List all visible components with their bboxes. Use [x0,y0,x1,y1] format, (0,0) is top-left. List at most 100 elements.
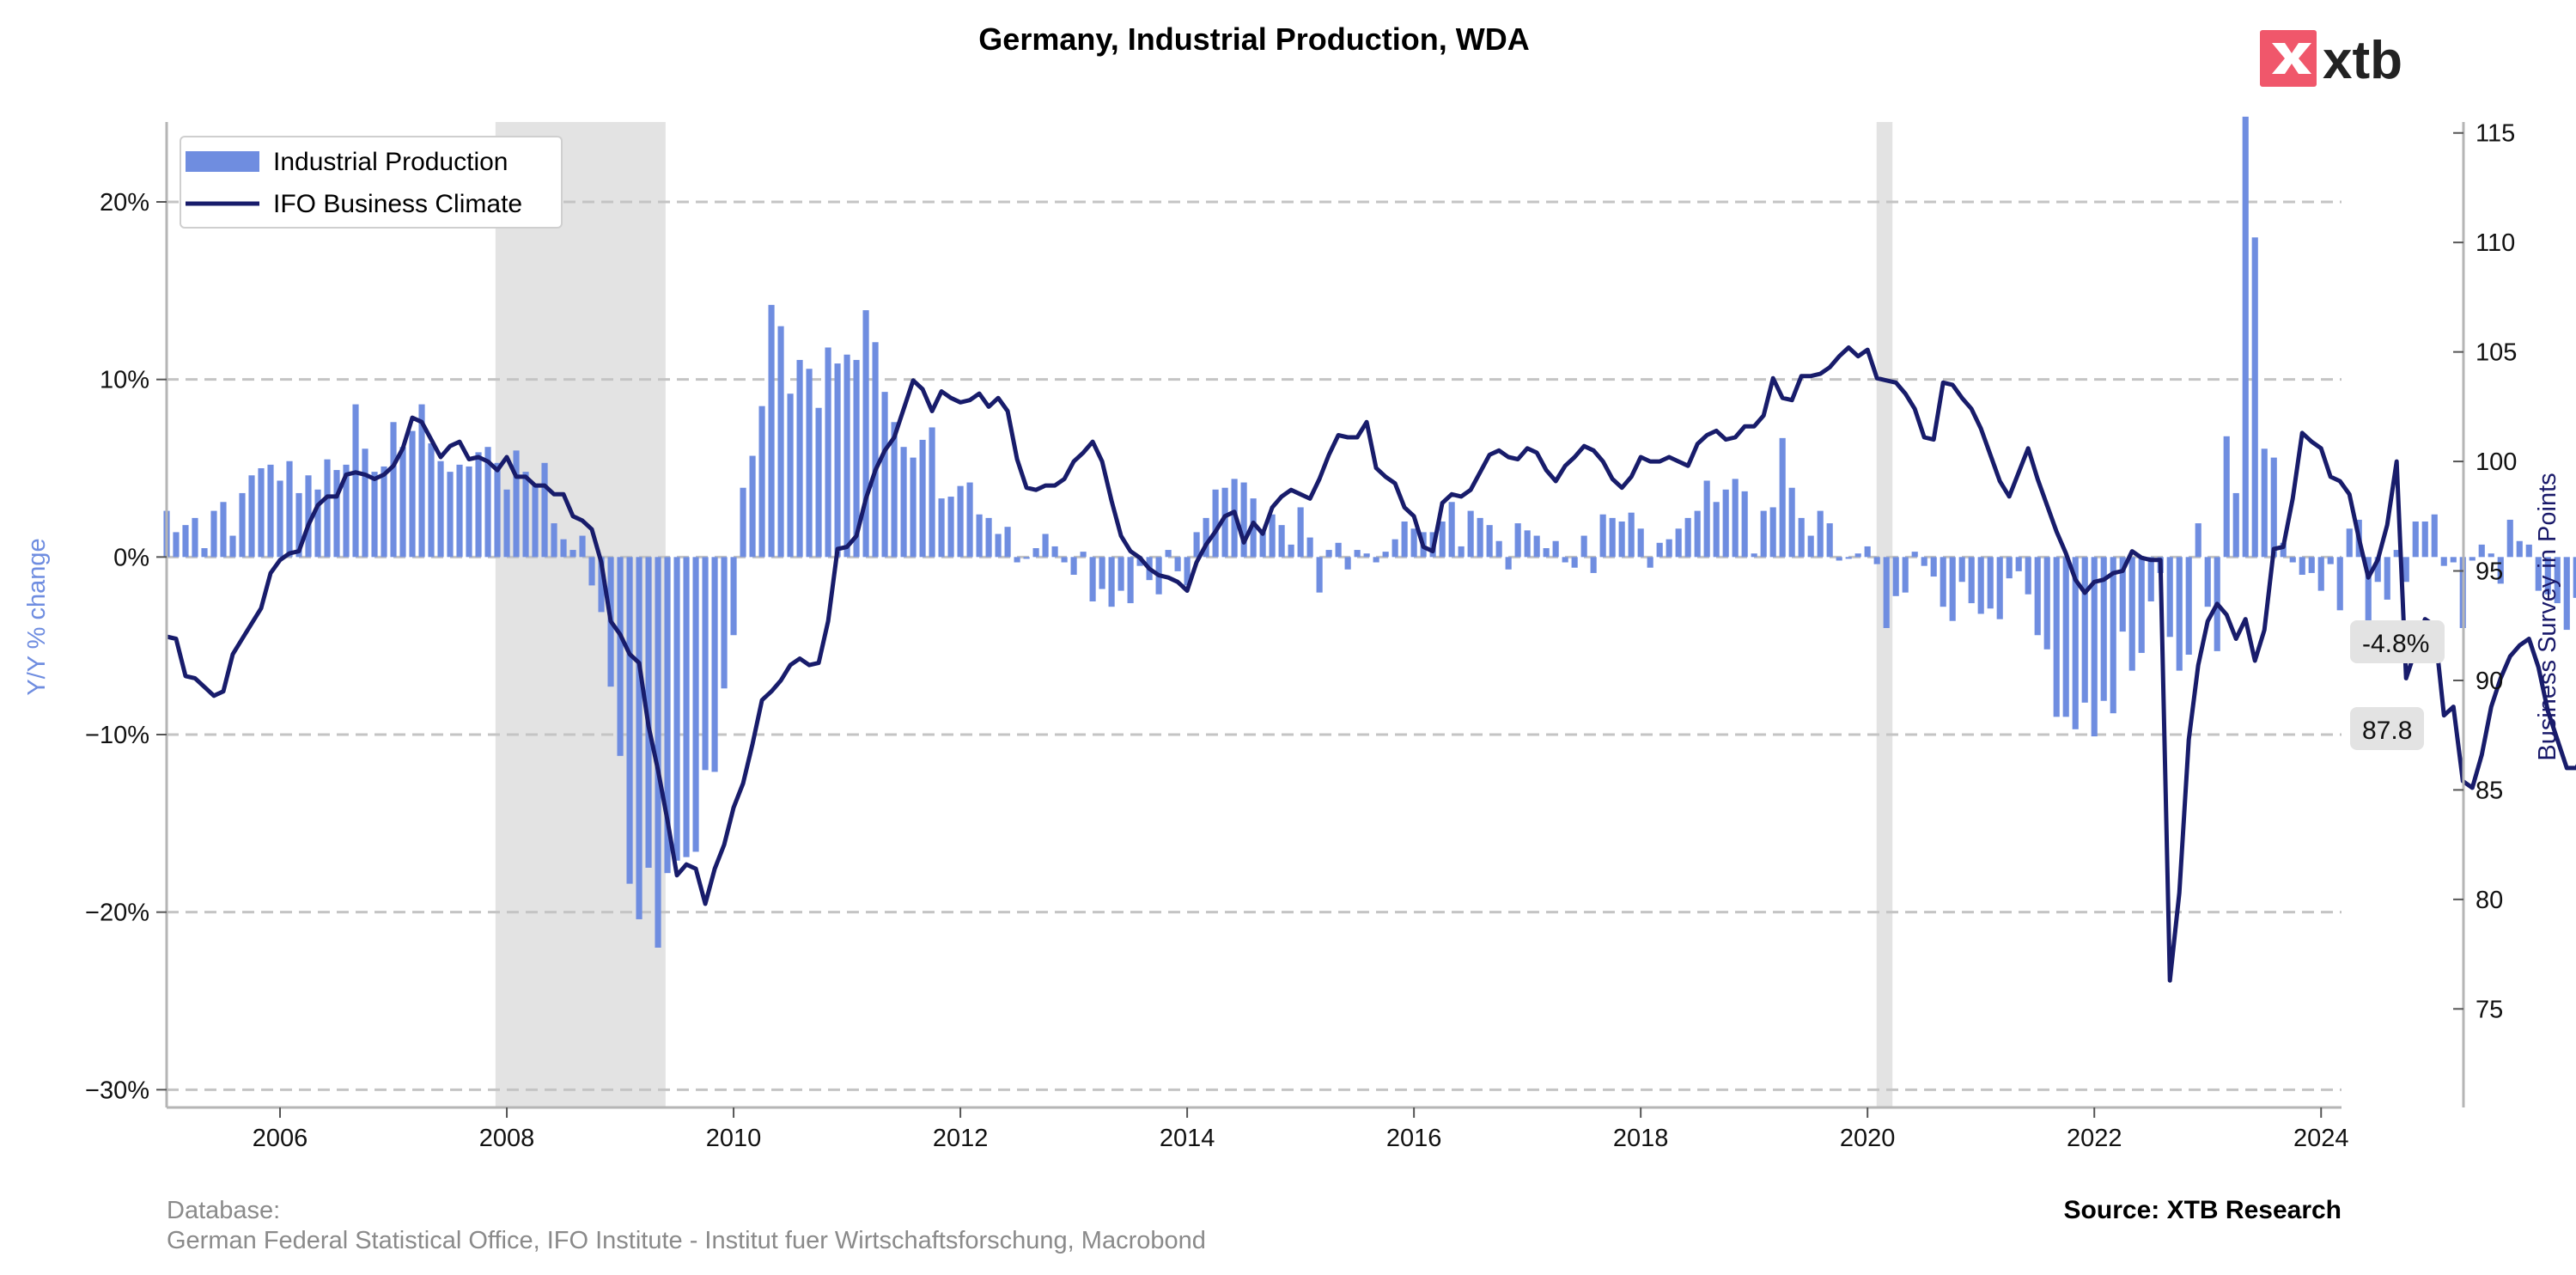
ip-bar [229,535,236,558]
ip-bar [1212,489,1219,558]
ip-bar [1845,557,1852,559]
ip-bar [929,427,935,558]
ip-bar [1533,535,1540,558]
ip-bar [1524,530,1531,558]
ip-bar [1250,498,1257,558]
ip-bar [966,482,973,558]
ip-bar [1826,523,1833,558]
ip-bar [2081,557,2088,703]
ip-bar [1401,522,1408,558]
ip-bar [1467,510,1474,558]
x-tick-label: 2010 [706,1125,762,1152]
right-tick-label: 90 [2476,668,2503,695]
ip-bar [815,407,822,558]
ip-bar [1439,522,1446,558]
ip-bar [2072,557,2079,729]
ip-bar [1892,557,1899,596]
source-label: Source: XTB Research [2064,1196,2342,1224]
ip-bar [267,464,274,558]
ip-bar [1316,557,1323,593]
right-tick-label: 115 [2476,120,2515,148]
ip-bar [1722,489,1729,558]
ip-bar [598,557,605,613]
ip-bar [2251,237,2258,558]
ip-bar [1325,550,1332,558]
ip-bar [1703,480,1710,558]
ip-bar [1760,510,1767,558]
chart-title: Germany, Industrial Production, WDA [978,21,1529,57]
ip-bar [843,354,850,558]
ip-bar [617,557,624,756]
ip-bar [730,557,737,636]
ip-bar [1637,528,1644,558]
ip-bar [1552,540,1559,558]
ip-bar [1495,540,1502,558]
ip-bar [1732,479,1739,558]
ip-bar [1382,552,1389,558]
ip-bar [796,359,803,558]
ip-bar [1949,557,1956,621]
ip-bar [1977,557,1984,614]
ip-bar [664,557,671,874]
ip-bar [277,480,283,558]
ip-bar [333,470,340,558]
ip-bar [749,455,756,558]
ip-bar [1288,544,1294,558]
ip-bar [494,462,501,558]
ip-bar [2091,557,2098,737]
ip-bar [1458,546,1465,558]
x-tick-label: 2016 [1386,1125,1442,1152]
right-tick-label: 110 [2476,229,2515,257]
ip-bar [1751,553,1757,558]
ip-bar [872,342,879,558]
ip-bar [1713,502,1720,558]
ip-bar [947,497,954,558]
ip-bar [1240,482,1247,558]
ip-bar [192,517,198,558]
ip-bar [1940,557,1946,607]
x-tick-label: 2018 [1613,1125,1669,1152]
ip-bar [758,406,765,558]
ip-bar [2412,522,2419,558]
ip-bar [1769,507,1776,558]
ip-bar [437,461,444,558]
ip-bar [522,472,529,558]
ip-bar [1562,557,1568,563]
ip-bar [286,461,293,558]
ip-bar [1486,525,1493,558]
x-tick-label: 2024 [2293,1125,2349,1152]
ip-bar [787,393,794,558]
ip-bar [1514,523,1521,558]
x-tick-label: 2006 [253,1125,308,1152]
ip-bar [560,539,567,558]
callout-ifo: 87.8 [2350,707,2424,750]
ip-bar [1477,517,1483,558]
callout-industrial-production: -4.8% [2350,620,2445,663]
ip-bar [1647,557,1653,568]
database-sources: German Federal Statistical Office, IFO I… [167,1227,1206,1254]
ip-bar [2232,492,2239,558]
ip-bar [891,422,898,558]
ip-bar [1958,557,1965,583]
ip-bar [2223,436,2230,558]
axes [165,122,2465,1109]
ip-bar [2402,557,2409,583]
ip-bar [2573,557,2576,598]
ip-bar [1108,557,1115,607]
callout-industrial-production-text: -4.8% [2362,630,2429,658]
ip-bar [428,443,435,558]
ip-bar [2346,528,2353,558]
ip-bar [1902,557,1909,593]
ip-bar [1921,557,1927,566]
ip-bar [2544,557,2551,595]
ip-bar [1136,557,1143,566]
ip-bar [692,557,699,852]
ip-bar [513,450,520,558]
ip-bar [1628,512,1635,558]
ip-bar [683,557,690,857]
ip-bar [2138,557,2145,653]
ip-bar [1306,537,1313,558]
ip-bar [2185,557,2192,655]
ip-bar [2317,557,2324,591]
ip-bar [711,557,718,772]
